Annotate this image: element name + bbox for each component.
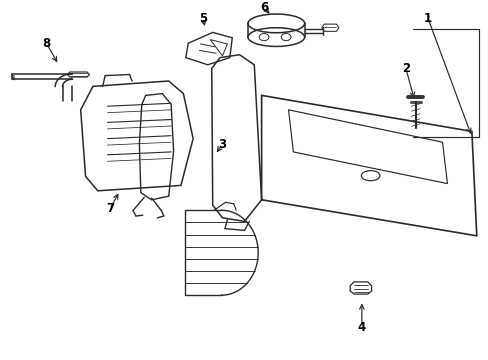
Text: 8: 8 bbox=[42, 37, 50, 50]
Text: 4: 4 bbox=[357, 321, 365, 334]
Text: 1: 1 bbox=[423, 12, 431, 24]
Text: 6: 6 bbox=[260, 1, 267, 14]
Text: 2: 2 bbox=[401, 62, 409, 75]
Text: 7: 7 bbox=[106, 202, 114, 215]
Text: 5: 5 bbox=[199, 12, 206, 24]
Text: 3: 3 bbox=[218, 138, 226, 150]
